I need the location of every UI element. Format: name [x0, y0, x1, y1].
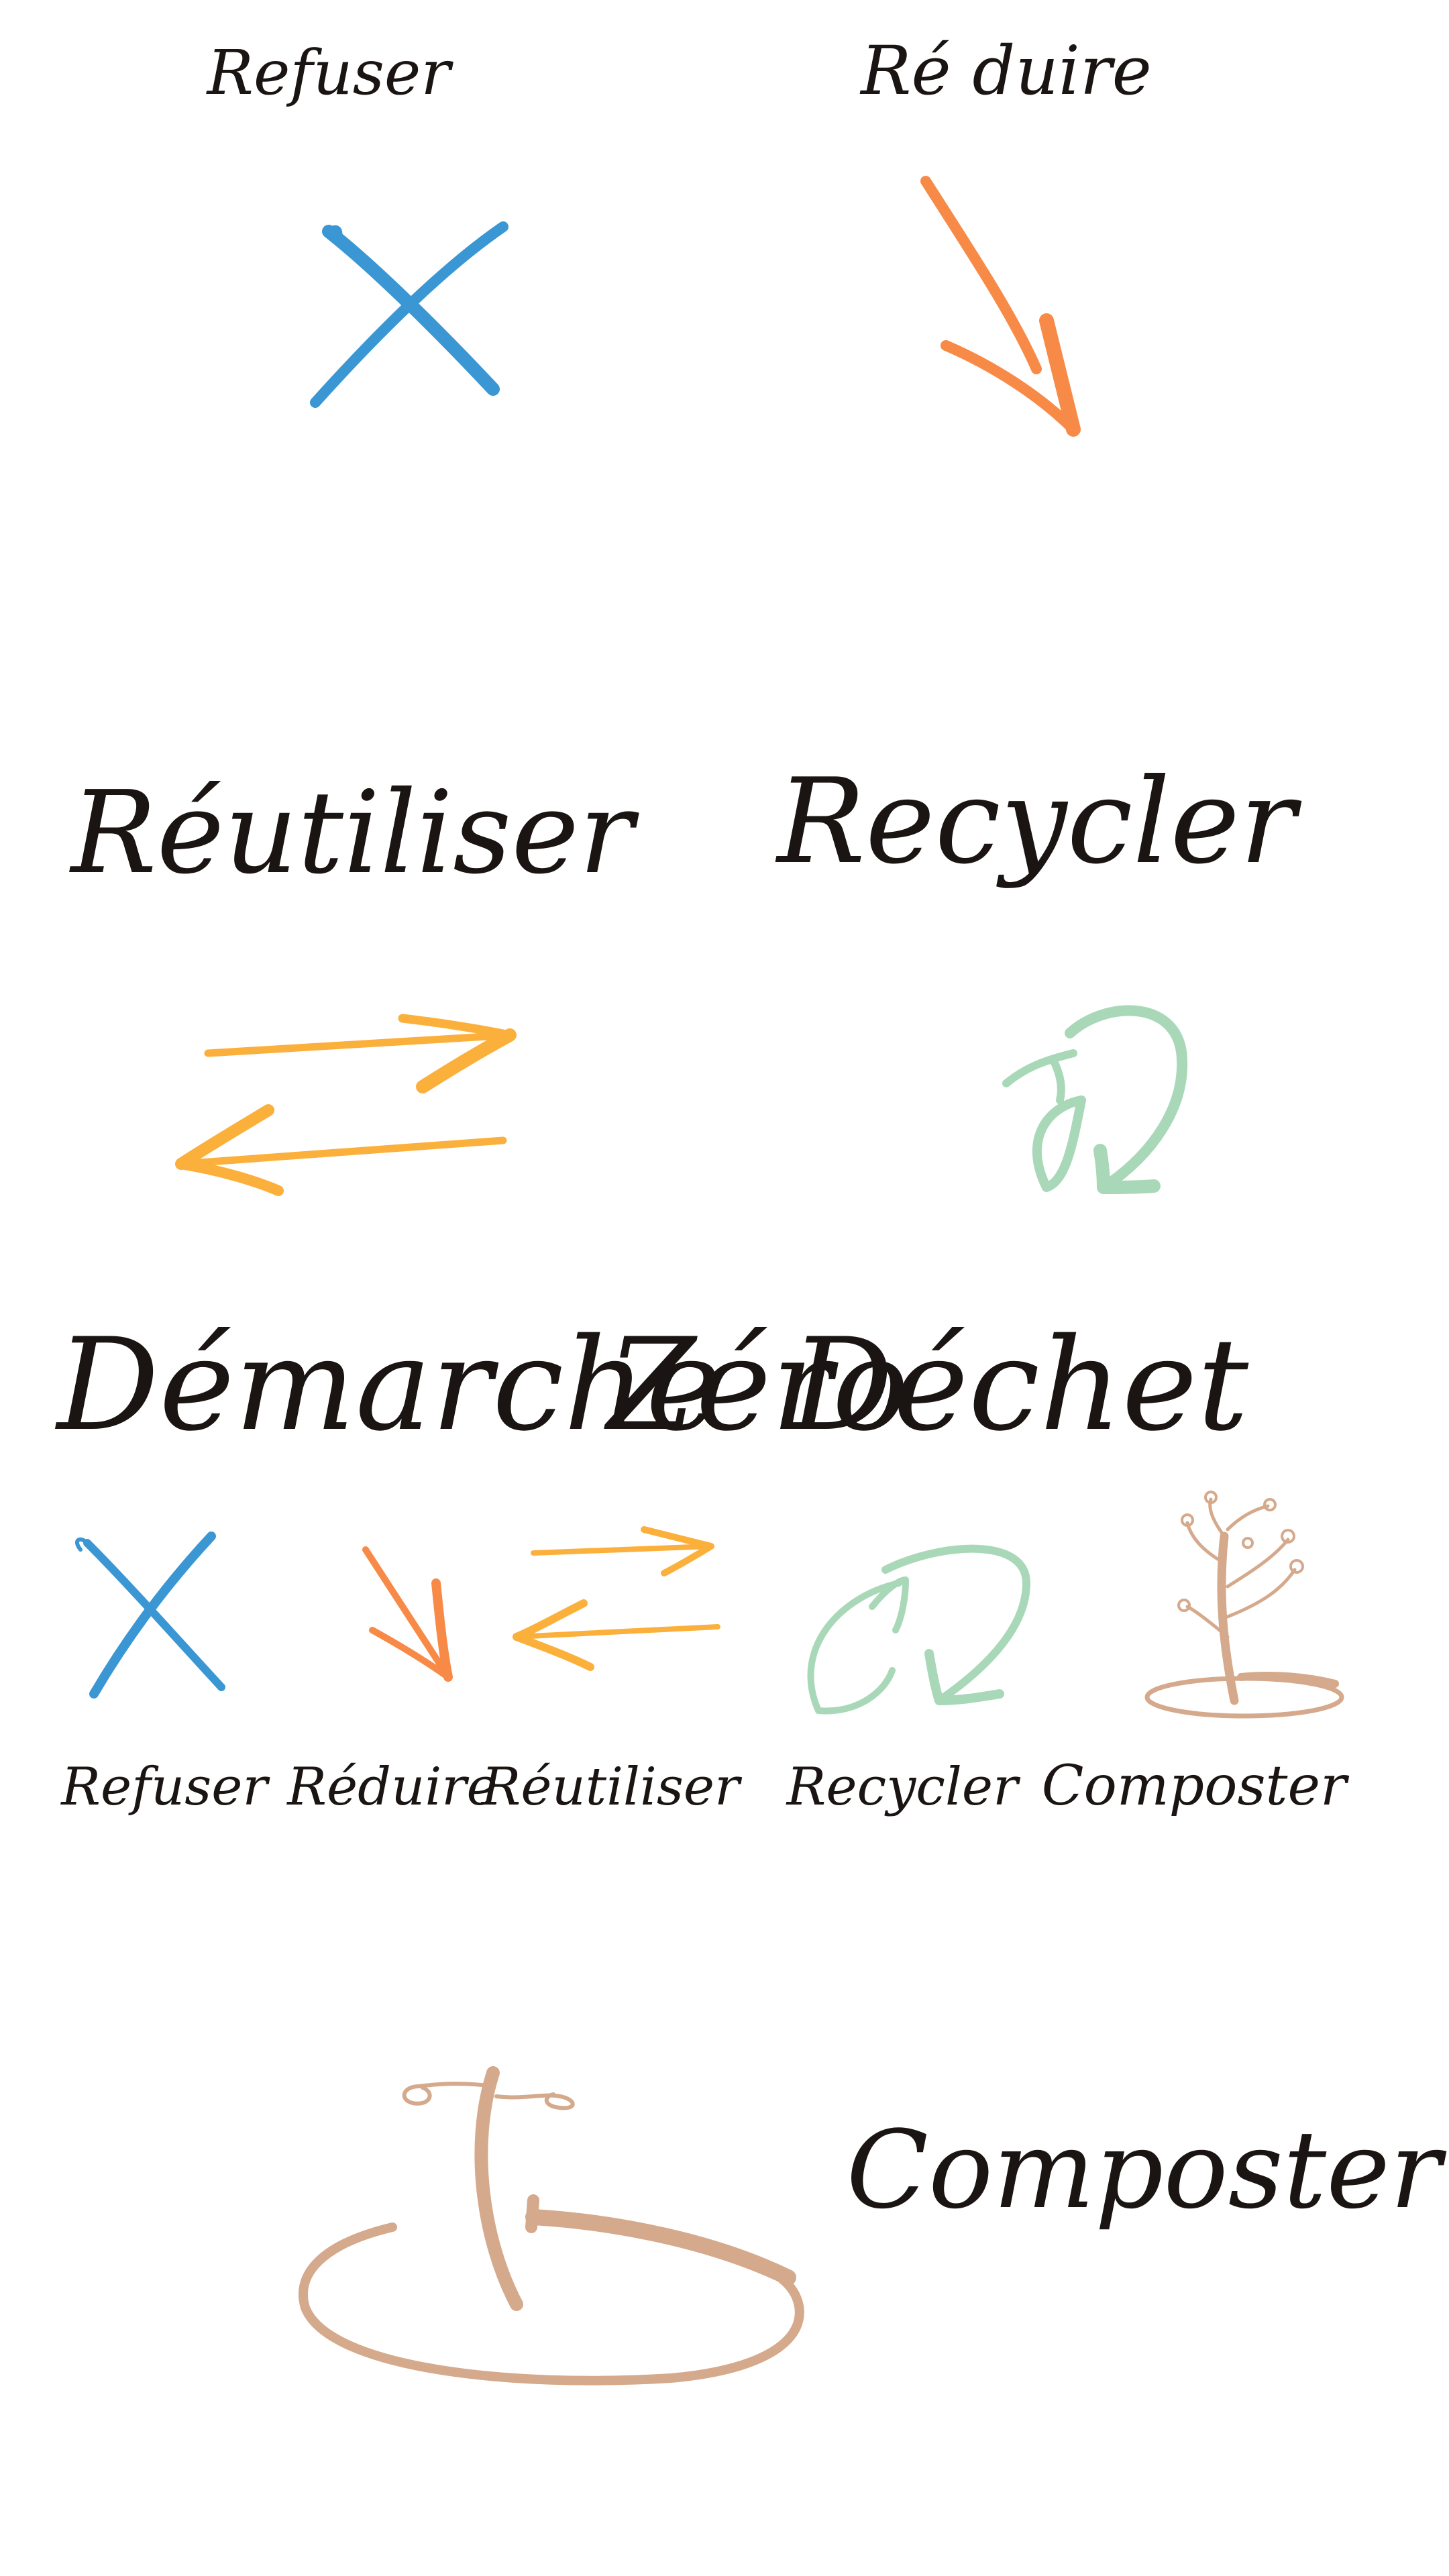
label-reutiliser-small: Réutiliser [480, 1757, 743, 1817]
label-reutiliser-large: Réutiliser [69, 767, 639, 900]
label-composter-large: Composter [847, 2107, 1447, 2233]
title-dechet: Déchet [789, 1311, 1249, 1459]
exchange-arrows-icon [513, 1526, 720, 1671]
label-composter-small: Composter [1042, 1754, 1350, 1818]
compost-plant-icon [298, 2066, 804, 2385]
recycle-loop-icon [1002, 1005, 1188, 1194]
label-refuser-top: Refuser [206, 37, 454, 109]
title-demarche: Démarche [55, 1311, 721, 1459]
label-reduire-top: Ré duire [859, 32, 1152, 110]
exchange-arrows-icon [175, 1014, 517, 1196]
recycle-loop-icon [807, 1544, 1030, 1715]
label-recycler-large: Recycler [775, 754, 1302, 890]
cross-icon [310, 221, 508, 408]
down-arrow-icon [920, 176, 1081, 437]
compost-tree-icon [1144, 1491, 1344, 1719]
page-title: Démarche Zéro Déchet [55, 1311, 1249, 1459]
label-reduire-small: Réduire [286, 1757, 497, 1817]
title-zero: Zéro [604, 1311, 909, 1459]
label-refuser-small: Refuser [60, 1757, 270, 1817]
label-recycler-small: Recycler [786, 1757, 1021, 1817]
cross-icon [75, 1532, 225, 1699]
down-arrow-icon [362, 1546, 453, 1682]
